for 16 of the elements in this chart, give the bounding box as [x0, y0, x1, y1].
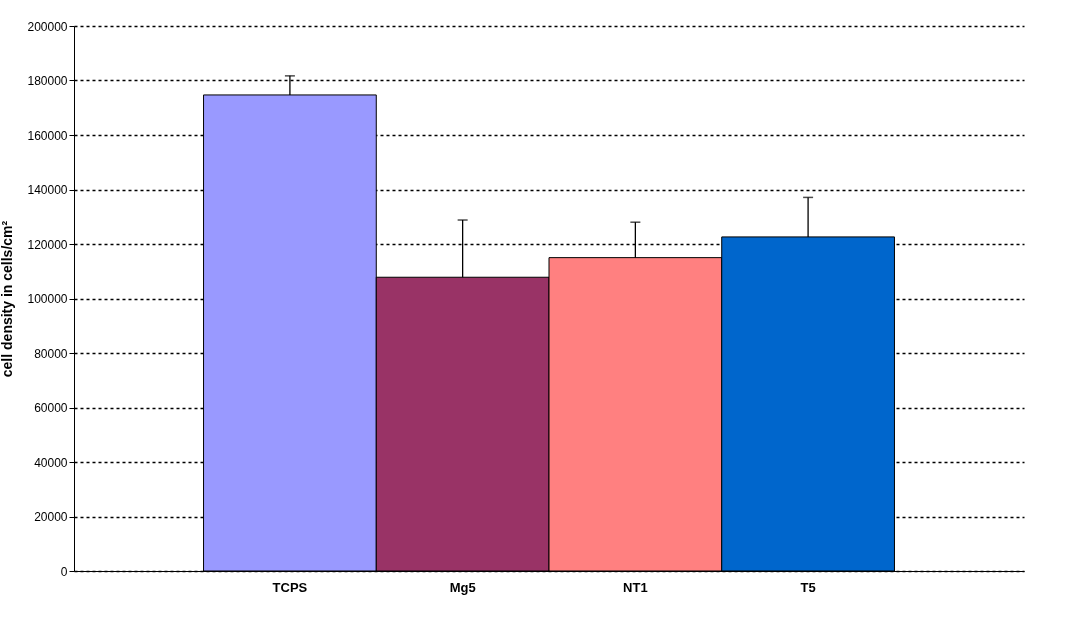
y-tick-label: 80000: [34, 346, 68, 361]
x-tick-label: NT1: [623, 579, 648, 595]
y-tick-label: 0: [60, 564, 68, 579]
y-tick-label: 160000: [27, 128, 68, 143]
y-axis-title: cell density in cells/cm²: [0, 220, 16, 378]
y-tick-label: 40000: [34, 455, 68, 470]
y-tick-label: 20000: [34, 510, 68, 524]
x-tick-label: T5: [800, 579, 816, 595]
y-tick-label: 100000: [27, 292, 68, 306]
x-tick-label: Mg5: [449, 579, 476, 595]
y-tick-label: 200000: [27, 19, 68, 34]
y-tick-label: 180000: [27, 74, 68, 88]
y-tick-label: 140000: [27, 183, 68, 197]
y-tick-label: 60000: [34, 401, 68, 415]
x-tick-label: TCPS: [272, 579, 308, 595]
y-tick-label: 120000: [27, 237, 68, 252]
